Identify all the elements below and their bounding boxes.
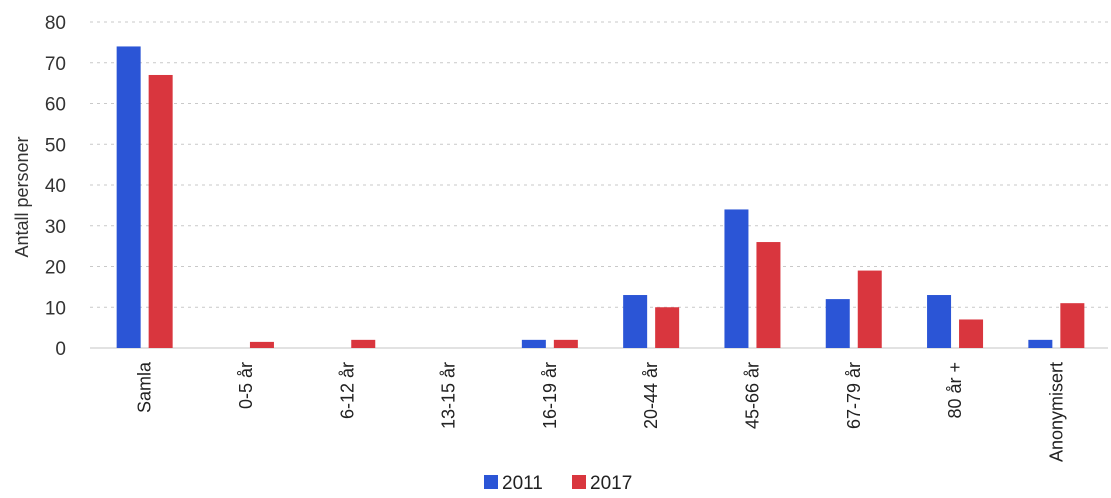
y-tick-label: 20	[45, 258, 66, 279]
bar-2017-0	[148, 74, 173, 348]
bar-2011-8	[927, 295, 952, 348]
x-tick-label: 67-79 år	[844, 362, 864, 429]
legend-label-2011: 2011	[502, 473, 543, 494]
bar-2017-8	[959, 319, 984, 348]
y-tick-label: 70	[45, 54, 66, 75]
y-axis-ticks: 0 10 20 30 40 50 60 70 80	[45, 13, 66, 360]
bars	[116, 46, 1085, 348]
y-tick-label: 30	[45, 217, 66, 238]
y-tick-label: 0	[55, 339, 66, 360]
legend-swatch-2017	[572, 475, 586, 489]
bar-2017-5	[655, 307, 680, 348]
x-tick-label: 80 år +	[945, 362, 965, 419]
bar-2017-6	[756, 242, 781, 348]
x-tick-label: 20-44 år	[641, 362, 661, 429]
y-tick-label: 60	[45, 95, 66, 116]
bar-2011-4	[521, 339, 546, 348]
x-tick-label: 45-66 år	[742, 362, 762, 429]
legend: 2011 2017	[484, 473, 632, 494]
bar-2011-0	[116, 46, 141, 348]
legend-label-2017: 2017	[590, 473, 632, 494]
bar-2011-5	[623, 295, 648, 348]
y-axis-label: Antall personer	[12, 136, 32, 257]
x-tick-label: Anonymisert	[1046, 362, 1066, 462]
bar-2017-2	[351, 339, 376, 348]
grid-lines	[90, 21, 1108, 349]
y-tick-label: 50	[45, 135, 66, 156]
bar-2011-7	[825, 299, 850, 348]
x-tick-label: Samla	[135, 361, 155, 413]
bar-2011-6	[724, 209, 749, 348]
x-tick-label: 13-15 år	[439, 362, 459, 429]
y-tick-label: 40	[45, 176, 66, 197]
bar-2017-4	[553, 339, 578, 348]
x-tick-label: 0-5 år	[236, 362, 256, 409]
bar-2017-9	[1060, 303, 1085, 348]
bar-2017-7	[857, 270, 882, 348]
x-axis-ticks: Samla 0-5 år 6-12 år 13-15 år 16-19 år 20-44 …	[135, 361, 1067, 462]
y-tick-label: 80	[45, 13, 66, 34]
x-tick-label: 6-12 år	[337, 362, 357, 419]
bar-2017-1	[249, 341, 274, 348]
bar-2011-9	[1028, 339, 1053, 348]
legend-swatch-2011	[484, 475, 498, 489]
x-tick-label: 16-19 år	[540, 362, 560, 429]
y-tick-label: 10	[45, 298, 66, 319]
